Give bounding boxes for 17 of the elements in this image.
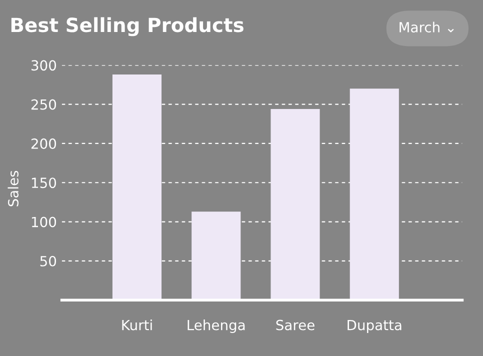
chart-title: Best Selling Products <box>11 17 244 36</box>
y-tick-label: 250 <box>31 99 56 110</box>
bar <box>192 212 241 300</box>
y-tick-label: 150 <box>32 178 56 188</box>
x-tick-label: Kurti <box>122 320 152 330</box>
y-tick-label: 200 <box>31 138 56 149</box>
bar <box>270 109 320 300</box>
y-tick-label: 100 <box>32 216 56 228</box>
y-axis-title: Sales <box>8 170 19 206</box>
y-tick-label: 50 <box>40 256 56 266</box>
y-tick-label: 300 <box>32 60 56 71</box>
x-tick-label: Dupatta <box>348 320 402 333</box>
text: March ⌄ <box>400 22 454 33</box>
x-tick-label: Saree <box>276 320 314 330</box>
x-tick-label: Lehenga <box>188 320 245 333</box>
bar <box>350 88 399 300</box>
bar <box>112 74 162 300</box>
